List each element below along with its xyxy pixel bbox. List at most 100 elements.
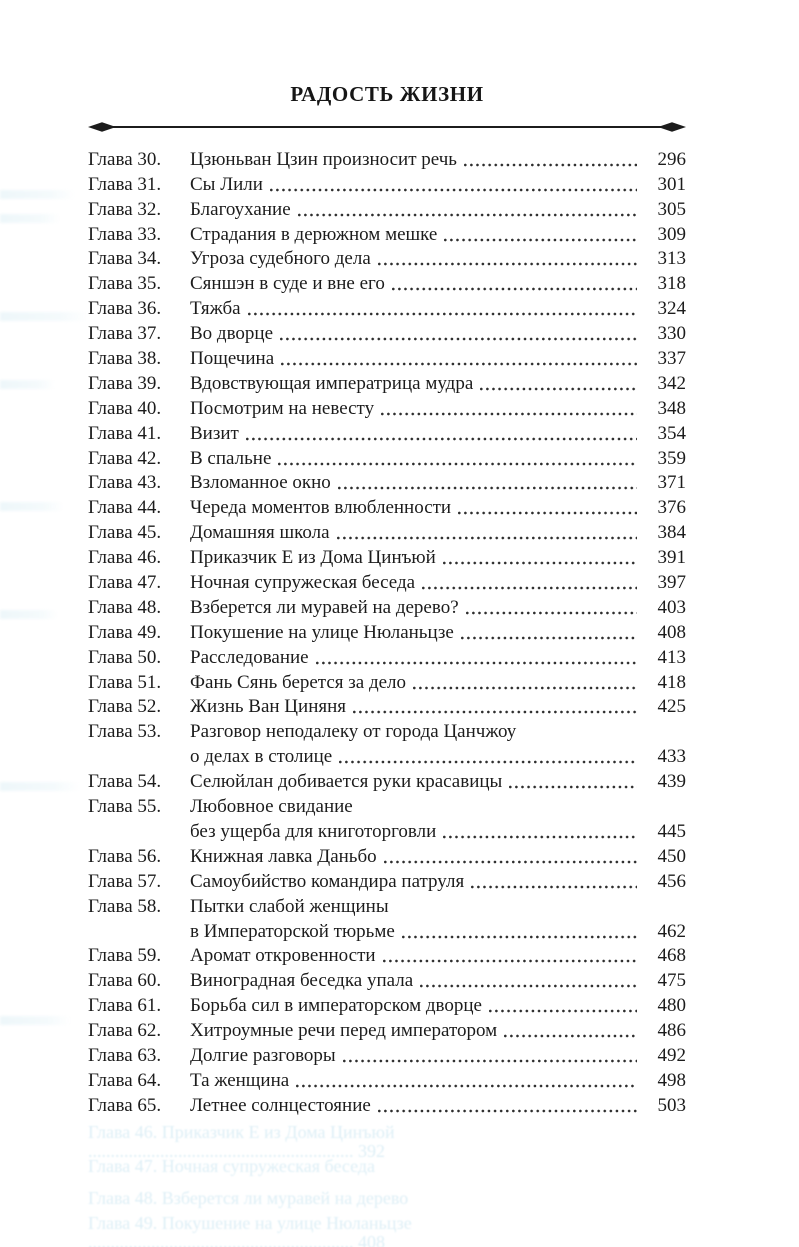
chapter-number-label: Глава 63.: [88, 1044, 162, 1066]
divider-diamond-left-icon: [88, 122, 116, 132]
page-number: 337: [657, 348, 687, 370]
chapter-number-label: Глава 55.: [88, 796, 162, 818]
toc-entry-row: Глава 47. Ночная супружеская беседа 397: [88, 569, 686, 594]
toc-entry-row: Глава 52. Жизнь Ван Циняня 425: [88, 694, 686, 719]
dot-leader: [247, 309, 637, 318]
page-number: 318: [657, 273, 687, 295]
ghost-text-line: Глава 48. Взберется ли муравей на дерево: [88, 1188, 409, 1208]
chapter-number-label: Глава 65.: [88, 1094, 162, 1116]
chapter-number-label: Глава 48.: [88, 596, 162, 618]
chapter-number-label: Глава 45.: [88, 522, 162, 544]
dot-leader: [420, 981, 637, 990]
dot-leader: [391, 284, 637, 293]
chapter-title: Во дворце: [190, 323, 274, 345]
page-number: 450: [657, 845, 687, 867]
chapter-number-label: Глава 46.: [88, 547, 162, 569]
chapter-title: Благоухание: [190, 198, 291, 220]
chapter-title: Пытки слабой женщины: [190, 895, 389, 917]
chapter-title: Фань Сянь берется за дело: [190, 671, 407, 693]
chapter-title: Борьба сил в императорском дворце: [190, 995, 482, 1017]
chapter-title: Домашняя школа: [190, 522, 330, 544]
chapter-number-label: Глава 41.: [88, 422, 162, 444]
toc-entry-row: Глава 65. Летнее солнцестояние 503: [88, 1092, 686, 1117]
dot-leader: [382, 956, 637, 965]
toc-entry-continuation-row: без ущерба для книготорговли 445: [88, 818, 686, 843]
margin-showthrough-smudge: [0, 1016, 70, 1025]
chapter-title: Череда моментов влюбленности: [190, 497, 452, 519]
toc-entry-row: Глава 57. Самоубийство командира патруля 4…: [88, 868, 686, 893]
chapter-number-label: Глава 35.: [88, 273, 162, 295]
dot-leader: [269, 184, 637, 193]
dot-leader: [377, 1105, 637, 1114]
chapter-title: Сяншэн в суде и вне его: [190, 273, 385, 295]
chapter-title: Цзюньван Цзин произносит речь: [190, 148, 457, 170]
dot-leader: [245, 433, 637, 442]
dot-leader: [315, 657, 637, 666]
toc-entry-row: Глава 53. Разговор неподалеку от города Ц…: [88, 718, 686, 743]
toc-entry-row: Глава 38. Пощечина 337: [88, 345, 686, 370]
toc-entry-row: Глава 51. Фань Сянь берется за дело 418: [88, 669, 686, 694]
chapter-title: Сы Лили: [190, 173, 263, 195]
margin-showthrough-smudge: [0, 190, 75, 199]
toc-entry-continuation-row: в Императорской тюрьме 462: [88, 918, 686, 943]
page-number: 301: [657, 173, 687, 195]
chapter-number-label: Глава 53.: [88, 721, 162, 743]
ghost-text-line: Глава 47. Ночная супружеская беседа: [88, 1156, 376, 1176]
page-number: 413: [657, 646, 687, 668]
chapter-number-label: Глава 39.: [88, 372, 162, 394]
dot-leader: [381, 408, 637, 417]
toc-entry-row: Глава 45. Домашняя школа 384: [88, 519, 686, 544]
toc-entry-row: Глава 32. Благоухание 305: [88, 196, 686, 221]
chapter-number-label: Глава 44.: [88, 497, 162, 519]
chapter-title: Покушение на улице Нюланьцзе: [190, 621, 454, 643]
page-number: 403: [657, 596, 687, 618]
page-number: 313: [657, 248, 687, 270]
chapter-title-continued: о делах в столице: [190, 746, 333, 768]
chapter-title: Пощечина: [190, 348, 275, 370]
toc-entry-row: Глава 35. Сяншэн в суде и вне его 318: [88, 270, 686, 295]
chapter-number-label: Глава 38.: [88, 348, 162, 370]
dot-leader: [278, 458, 637, 467]
toc-entry-row: Глава 42. В спальне 359: [88, 445, 686, 470]
page-number: 445: [657, 820, 687, 842]
dot-leader: [342, 1055, 637, 1064]
chapter-title: Посмотрим на невесту: [190, 397, 375, 419]
chapter-number-label: Глава 60.: [88, 970, 162, 992]
page-number: 348: [657, 397, 687, 419]
chapter-title: Ночная супружеская беседа: [190, 572, 416, 594]
chapter-number-label: Глава 36.: [88, 298, 162, 320]
chapter-number-label: Глава 42.: [88, 447, 162, 469]
toc-entry-row: Глава 30. Цзюньван Цзин произносит речь 29…: [88, 146, 686, 171]
page-number: 486: [657, 1020, 687, 1042]
ghost-text-line: Глава 46. Приказчик Е из Дома Цинъюй: [88, 1122, 395, 1142]
ghost-text-line: Глава 49. Покушение на улице Нюланьцзе: [88, 1213, 412, 1233]
page-number: 433: [657, 746, 687, 768]
chapter-number-label: Глава 59.: [88, 945, 162, 967]
chapter-title: Визит: [190, 422, 239, 444]
chapter-title: Разговор неподалеку от города Цанчжоу: [190, 721, 517, 743]
dot-leader: [460, 632, 637, 641]
chapter-title: Та женщина: [190, 1069, 290, 1091]
chapter-title: Расследование: [190, 646, 309, 668]
chapter-title: Жизнь Ван Циняня: [190, 696, 347, 718]
toc-entry-row: Глава 58. Пытки слабой женщины: [88, 893, 686, 918]
chapter-title: Виноградная беседка упала: [190, 970, 414, 992]
chapter-title: Приказчик Е из Дома Цинъюй: [190, 547, 436, 569]
toc-entry-row: Глава 49. Покушение на улице Нюланьцзе 408: [88, 619, 686, 644]
dot-leader: [383, 856, 637, 865]
chapter-number-label: Глава 61.: [88, 995, 162, 1017]
chapter-number-label: Глава 56.: [88, 845, 162, 867]
toc-entry-row: Глава 44. Череда моментов влюбленности 376: [88, 494, 686, 519]
dot-leader: [339, 757, 637, 766]
toc-entry-row: Глава 56. Книжная лавка Даньбо 450: [88, 843, 686, 868]
page-number: 480: [657, 995, 687, 1017]
chapter-number-label: Глава 30.: [88, 148, 162, 170]
toc-entry-row: Глава 37. Во дворце 330: [88, 320, 686, 345]
toc-entry-row: Глава 43. Взломанное окно 371: [88, 470, 686, 495]
dot-leader: [489, 1006, 637, 1015]
page-number: 391: [657, 547, 687, 569]
page-number: 324: [657, 298, 687, 320]
table-of-contents: Глава 30. Цзюньван Цзин произносит речь 29…: [88, 146, 686, 1117]
chapter-title: Тяжба: [190, 298, 241, 320]
